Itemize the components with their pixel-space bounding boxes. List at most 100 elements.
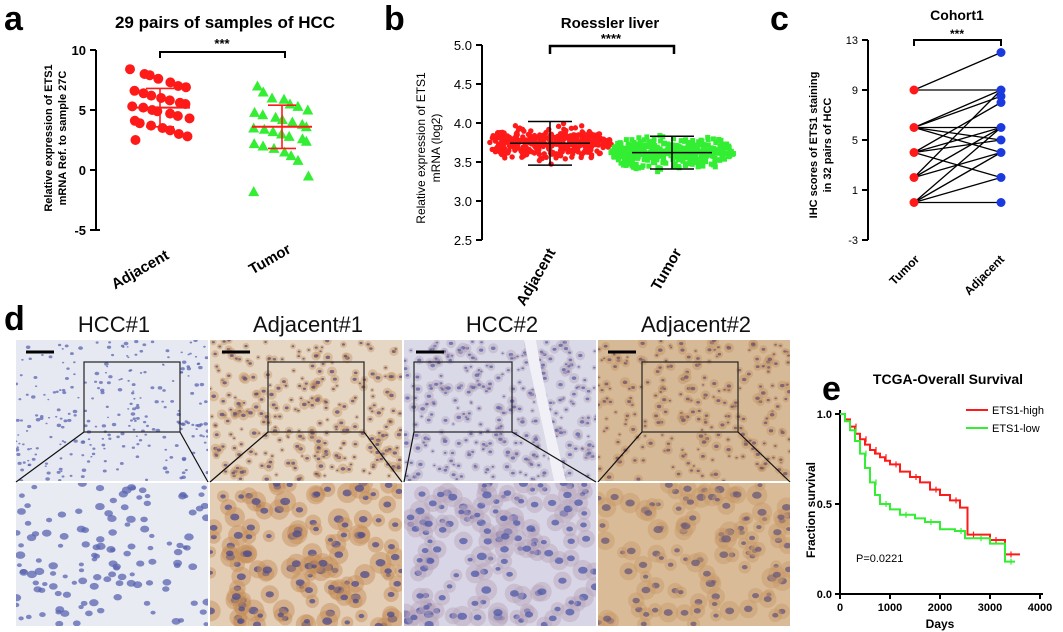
cell-nucleus	[444, 391, 448, 394]
data-point-adjacent	[500, 142, 507, 148]
cell-nucleus	[149, 533, 155, 539]
cell-nucleus	[429, 348, 432, 351]
data-point-tumor	[687, 151, 693, 157]
cell-nucleus	[318, 421, 322, 425]
cell-nucleus	[215, 365, 219, 368]
cell-nucleus	[292, 530, 302, 538]
cell-nucleus	[524, 361, 528, 364]
data-point-tumor	[612, 148, 618, 154]
cell-nucleus	[103, 459, 107, 463]
data-point-tumor	[675, 143, 681, 149]
cell-nucleus	[64, 344, 69, 348]
cell-nucleus	[702, 376, 707, 379]
cell-nucleus	[169, 455, 174, 459]
data-point-tumor	[708, 152, 714, 158]
cell-nucleus	[151, 427, 156, 431]
data-point-adjacent	[593, 132, 599, 139]
cell-nucleus	[586, 389, 591, 393]
data-point-tumor	[635, 147, 641, 153]
cell-nucleus	[664, 359, 668, 362]
cell-nucleus	[537, 475, 540, 478]
cell-nucleus	[720, 423, 725, 427]
data-point-tumor	[710, 136, 716, 142]
cell-nucleus	[345, 428, 350, 432]
cell-nucleus	[542, 454, 546, 457]
cell-nucleus	[721, 535, 731, 543]
data-point-tumor	[683, 153, 689, 159]
data-point-tumor	[656, 146, 662, 152]
data-point-adjacent	[594, 139, 600, 145]
cell-nucleus	[498, 437, 503, 441]
cell-nucleus	[452, 423, 455, 425]
data-point-adjacent	[569, 142, 576, 148]
data-point-adjacent	[520, 144, 526, 150]
cell-nucleus	[651, 607, 659, 613]
cell-nucleus	[323, 441, 327, 445]
cell-nucleus	[135, 435, 138, 437]
cell-nucleus	[31, 457, 36, 461]
data-point-adjacent	[561, 133, 567, 140]
data-point-adjacent	[157, 123, 168, 133]
cell-nucleus	[558, 577, 567, 584]
data-point-adjacent	[572, 144, 578, 150]
cell-nucleus	[62, 591, 72, 598]
data-point-adjacent	[593, 141, 599, 148]
cell-nucleus	[684, 453, 687, 456]
data-point-tumor	[652, 154, 658, 160]
cell-nucleus	[415, 446, 421, 450]
data-point-tumor	[685, 144, 691, 150]
data-point-adjacent	[556, 151, 563, 157]
cell-nucleus	[297, 350, 301, 353]
data-point-adjacent	[592, 134, 599, 140]
data-point-tumor	[684, 149, 690, 155]
cell-nucleus	[127, 543, 136, 550]
cell-nucleus	[181, 360, 187, 364]
cell-nucleus	[117, 413, 121, 417]
data-point-adjacent	[144, 70, 155, 81]
data-point-adjacent	[508, 137, 514, 143]
ihc-image-adjacent1-high	[210, 483, 402, 626]
cell-nucleus	[532, 441, 535, 444]
cell-nucleus	[678, 590, 684, 595]
cell-nucleus	[173, 559, 183, 567]
cell-nucleus	[353, 396, 357, 399]
data-point-tumor	[668, 150, 674, 156]
cell-nucleus	[477, 407, 481, 410]
data-point-tumor	[639, 146, 645, 152]
chart-b-sig-text: ****	[601, 31, 622, 46]
data-point-tumor	[645, 153, 651, 159]
cell-nucleus	[311, 385, 316, 389]
cell-nucleus	[59, 533, 69, 540]
chart-a-xtick-1: Tumor	[246, 241, 294, 279]
data-point-adjacent	[518, 148, 524, 154]
cell-nucleus	[120, 432, 125, 436]
cell-nucleus	[690, 621, 697, 626]
data-point-tumor	[695, 157, 701, 163]
data-point-tumor	[680, 146, 686, 152]
data-point-adjacent	[578, 140, 584, 146]
cell-nucleus	[625, 418, 628, 421]
cell-nucleus	[671, 466, 675, 469]
cell-nucleus	[453, 573, 460, 578]
data-point-adjacent	[594, 148, 600, 154]
data-point-adjacent	[565, 149, 571, 155]
cell-nucleus	[756, 525, 762, 530]
cell-nucleus	[301, 402, 307, 407]
data-point-tumor	[638, 148, 644, 154]
cell-nucleus	[162, 364, 165, 366]
cell-nucleus	[245, 410, 249, 413]
data-point-adjacent	[595, 142, 602, 148]
cell-nucleus	[328, 584, 335, 590]
cell-nucleus	[435, 341, 439, 344]
cell-nucleus	[189, 341, 193, 344]
cell-nucleus	[231, 471, 235, 475]
data-point-tumor	[283, 130, 295, 141]
data-point-adjacent	[996, 198, 1006, 207]
cell-nucleus	[34, 567, 45, 576]
cell-nucleus	[187, 375, 190, 377]
data-point-tumor	[700, 157, 706, 163]
cell-nucleus	[625, 360, 628, 362]
cell-nucleus	[566, 526, 573, 532]
cell-nucleus	[16, 563, 22, 568]
cell-nucleus	[689, 469, 693, 472]
